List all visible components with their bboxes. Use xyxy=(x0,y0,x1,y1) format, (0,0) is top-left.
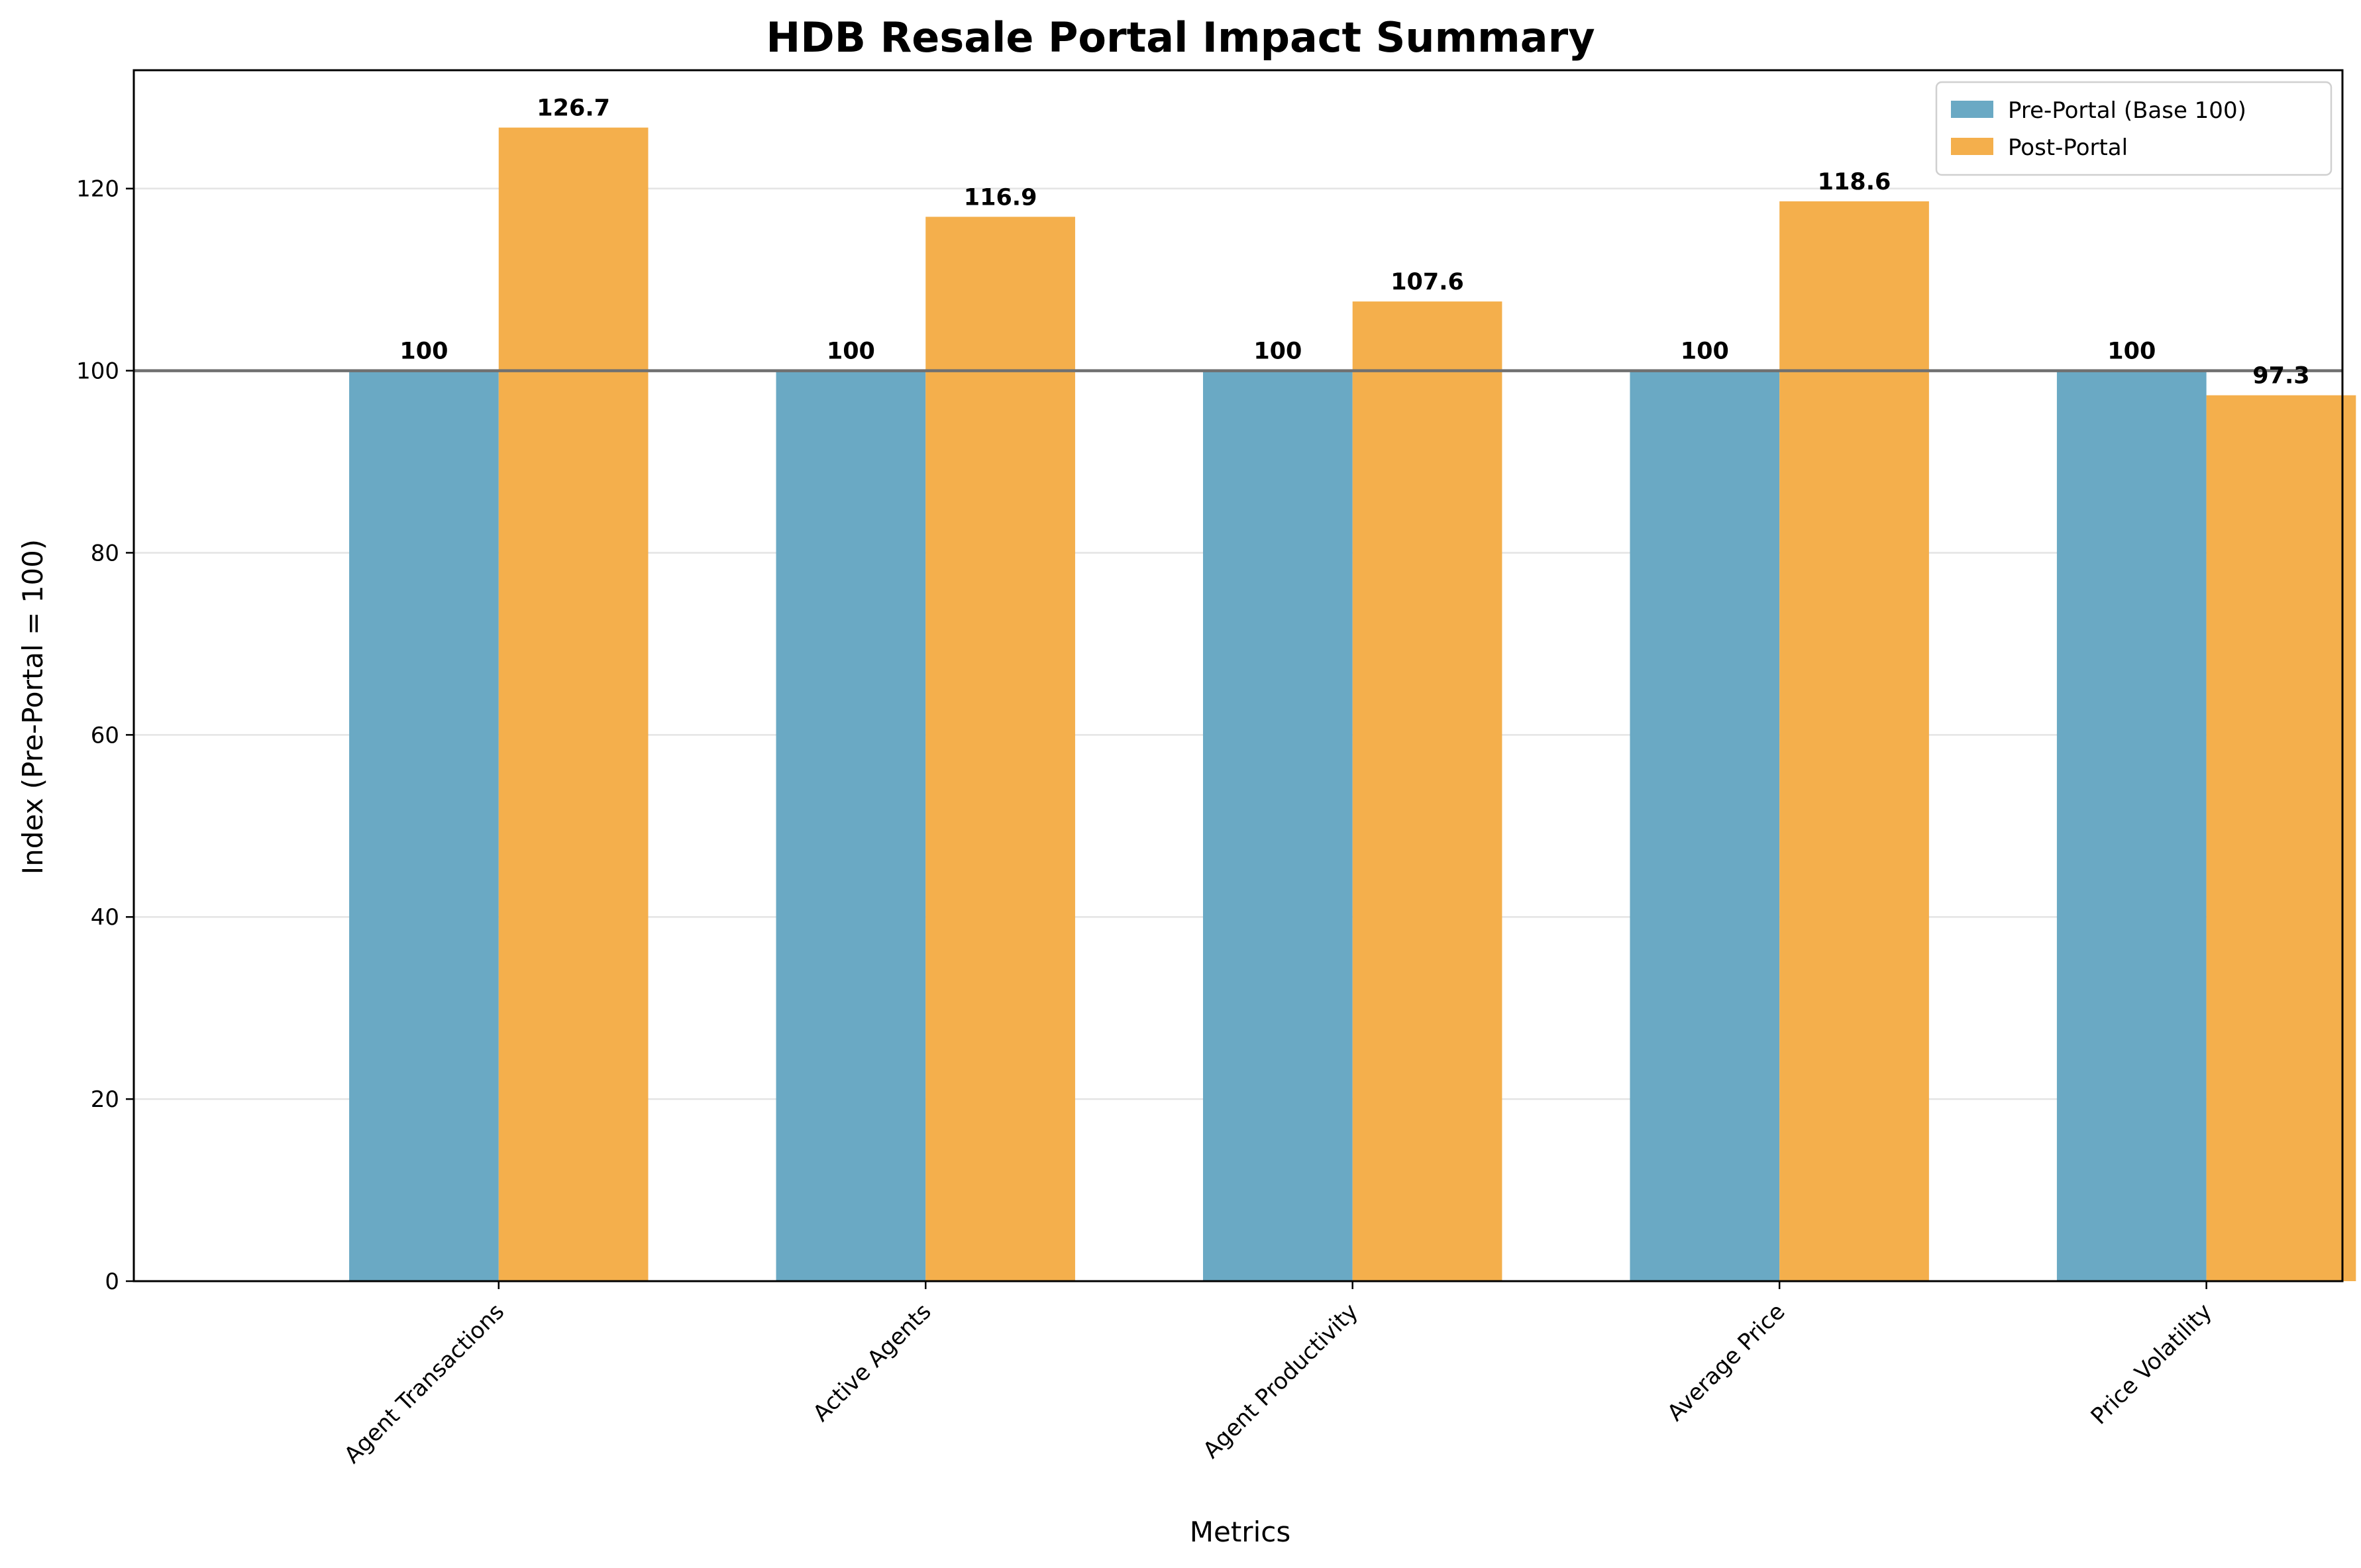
bar-pre-portal xyxy=(1202,370,1353,1281)
data-labels: 100 100 100 100 100 126.7 116.9 107.6 118.6 97.3 xyxy=(399,95,2309,390)
data-label: 126.7 xyxy=(537,95,610,122)
bar-post-portal xyxy=(2206,395,2356,1281)
bar-pre-portal xyxy=(776,370,926,1281)
plot-frame xyxy=(132,69,2344,1282)
data-label: 118.6 xyxy=(1818,169,1891,195)
bar-post-portal xyxy=(1779,201,1929,1281)
data-label: 100 xyxy=(2107,339,2156,365)
y-axis-title: Index (Pre-Portal = 100) xyxy=(17,539,49,874)
data-label: 116.9 xyxy=(964,184,1037,211)
bar-post-portal xyxy=(925,217,1075,1282)
legend-box xyxy=(1935,81,2333,176)
bar-pre-portal xyxy=(349,370,499,1281)
y-tick-label: 0 xyxy=(105,1269,119,1295)
y-tick-label: 120 xyxy=(76,176,119,203)
x-tick-label: Average Price xyxy=(1662,1298,1790,1426)
x-tick-label: Price Volatility xyxy=(2086,1298,2217,1430)
x-tick-label: Active Agents xyxy=(808,1298,937,1427)
data-label: 100 xyxy=(1253,339,1302,365)
y-tick-label: 100 xyxy=(76,358,119,385)
data-label: 100 xyxy=(399,339,448,365)
data-label: 107.6 xyxy=(1390,269,1464,295)
legend-label: Post-Portal xyxy=(2008,134,2128,161)
bars xyxy=(349,127,2356,1282)
chart-title: HDB Resale Portal Impact Summary xyxy=(766,13,1595,62)
legend-label: Pre-Portal (Base 100) xyxy=(2008,97,2246,124)
bar-pre-portal xyxy=(1630,370,1780,1281)
bar-pre-portal xyxy=(2056,370,2207,1281)
x-axis-title: Metrics xyxy=(1190,1516,1290,1548)
bar-post-portal xyxy=(1352,301,1502,1281)
y-tick-label: 40 xyxy=(91,904,119,931)
data-label: 97.3 xyxy=(2252,363,2309,390)
legend-swatch xyxy=(1951,138,1993,155)
legend: Pre-Portal (Base 100) Post-Portal xyxy=(1935,81,2333,176)
data-label: 100 xyxy=(827,339,875,365)
x-tick-label: Agent Transactions xyxy=(339,1298,509,1469)
x-tick-label: Agent Productivity xyxy=(1198,1298,1363,1464)
y-tick-label: 60 xyxy=(91,722,119,749)
legend-swatch xyxy=(1951,101,1993,118)
bar-post-portal xyxy=(498,127,649,1281)
y-tick-label: 20 xyxy=(91,1086,119,1113)
y-tick-label: 80 xyxy=(91,540,119,566)
data-label: 100 xyxy=(1681,339,1729,365)
